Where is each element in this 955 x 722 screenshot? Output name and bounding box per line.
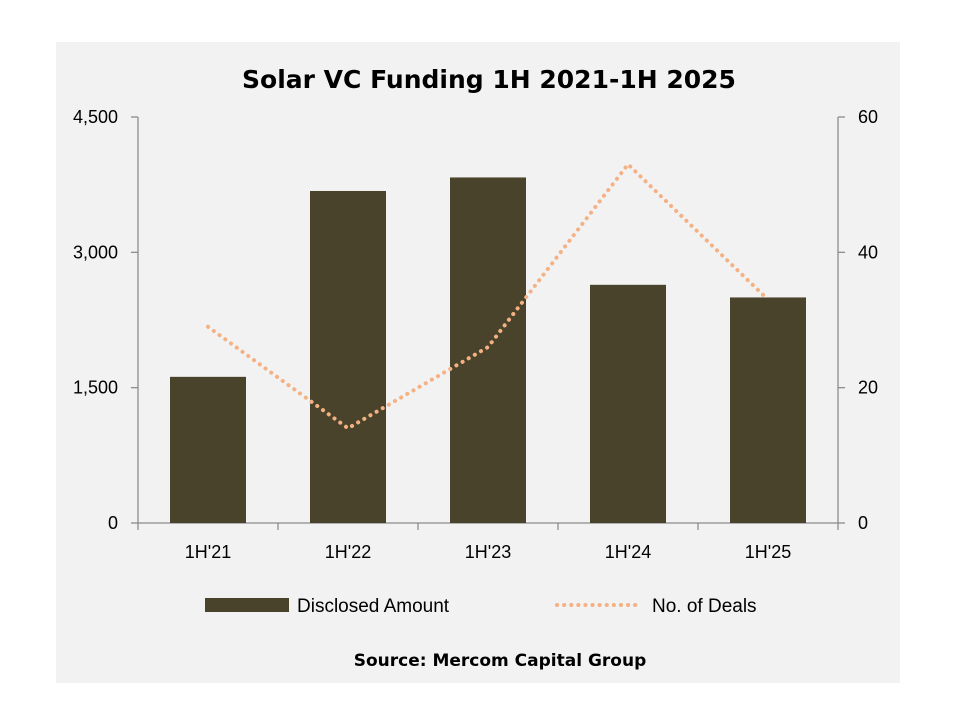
chart-svg: Solar VC Funding 1H 2021-1H 2025 0 1,500 3…	[73, 65, 878, 671]
left-tick-label: 0	[108, 513, 118, 533]
chart-panel: Solar VC Funding 1H 2021-1H 2025 0 1,500 3…	[56, 42, 900, 683]
legend-bar-label: Disclosed Amount	[297, 596, 450, 617]
legend: Disclosed Amount No. of Deals	[205, 596, 757, 617]
x-tick-label: 1H'24	[605, 542, 651, 562]
right-tick-label: 20	[858, 378, 878, 398]
bar	[310, 190, 386, 523]
x-tick-label: 1H'22	[325, 542, 371, 562]
bar	[450, 177, 526, 523]
x-tick-label: 1H'21	[185, 542, 231, 562]
bar	[170, 376, 246, 523]
bar	[730, 297, 806, 523]
chart-title: Solar VC Funding 1H 2021-1H 2025	[242, 65, 736, 94]
bar	[590, 284, 666, 523]
axes: 0 1,500 3,000 4,500 0 20 40 60 1H'21 1H'22 1H'23 1H…	[73, 107, 878, 562]
right-tick-label: 0	[858, 513, 868, 533]
x-tick-label: 1H'25	[745, 542, 791, 562]
bar-series	[170, 177, 806, 523]
x-tick-label: 1H'23	[465, 542, 511, 562]
left-tick-label: 4,500	[73, 107, 118, 127]
right-tick-label: 60	[858, 107, 878, 127]
source-note: Source: Mercom Capital Group	[354, 651, 647, 671]
line-series	[206, 162, 770, 431]
deals-line	[206, 162, 770, 431]
left-tick-label: 3,000	[73, 242, 118, 262]
legend-line-label: No. of Deals	[652, 596, 757, 617]
left-tick-label: 1,500	[73, 378, 118, 398]
deals-point	[628, 164, 629, 165]
legend-bar-swatch	[205, 598, 289, 612]
right-tick-label: 40	[858, 242, 878, 262]
